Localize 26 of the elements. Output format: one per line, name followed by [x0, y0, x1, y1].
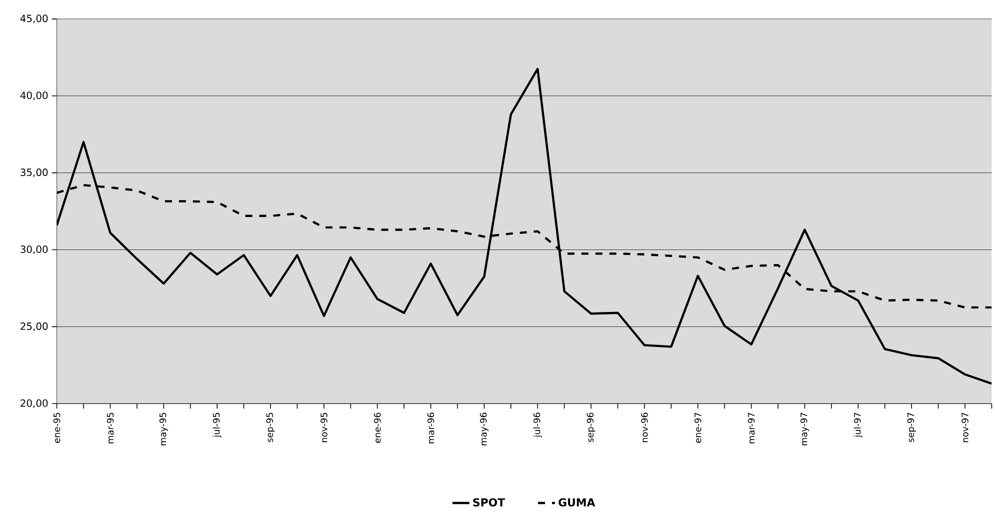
- x-tick-label: nov-95: [320, 413, 328, 442]
- x-tick-label: ene-96: [374, 412, 381, 443]
- x-tick-label: jul-97: [854, 413, 862, 438]
- x-tick-label: may-95: [159, 413, 168, 446]
- x-tick-label: may-96: [480, 412, 488, 446]
- x-tick-label: ene-95: [53, 413, 60, 443]
- legend-label: SPOT: [473, 498, 505, 507]
- x-tick-label: sep-97: [907, 413, 916, 442]
- x-tick-label: mar-96: [427, 412, 434, 444]
- x-tick-label: jul-95: [212, 413, 222, 438]
- x-tick-label: sep-96: [586, 412, 596, 442]
- y-tick-label: 40,00: [20, 92, 48, 100]
- x-tick-label: may-97: [800, 412, 809, 446]
- x-tick-label: ene-97: [694, 413, 702, 443]
- x-tick-label: nov-96: [641, 412, 648, 442]
- x-tick-label: sep-95: [266, 413, 275, 442]
- y-tick-label: 25,00: [20, 322, 48, 332]
- y-tick-label: 20,00: [20, 399, 48, 408]
- y-tick-label: 30,00: [20, 246, 48, 254]
- x-tick-label: mar-97: [748, 412, 755, 444]
- x-tick-label: jul-96: [533, 412, 542, 438]
- legend-label: GUMA: [558, 498, 596, 507]
- y-tick-label: 35,00: [20, 168, 48, 178]
- x-tick-label: nov-97: [962, 412, 968, 442]
- x-tick-label: mar-95: [106, 413, 114, 444]
- y-tick-label: 45,00: [20, 14, 48, 24]
